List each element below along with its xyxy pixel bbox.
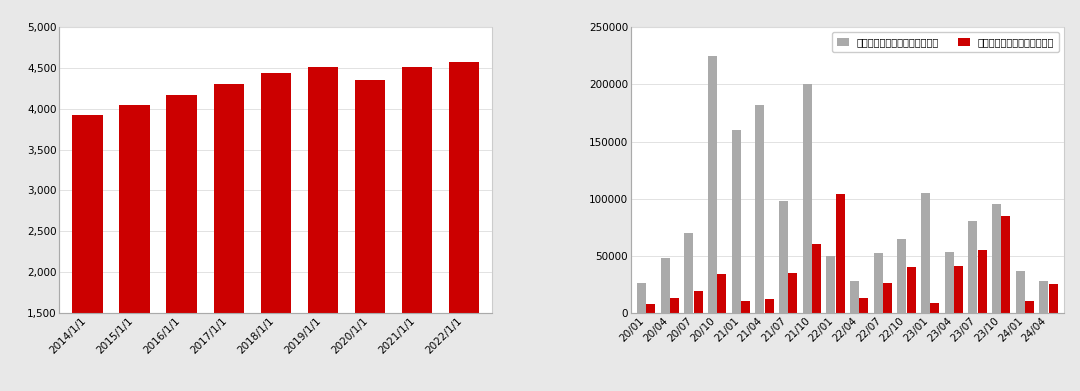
Bar xyxy=(166,95,197,391)
Bar xyxy=(731,130,741,313)
Bar xyxy=(836,194,845,313)
Bar xyxy=(765,299,773,313)
Bar xyxy=(661,258,670,313)
Bar xyxy=(826,256,835,313)
Bar xyxy=(260,73,292,391)
Bar xyxy=(717,274,727,313)
Bar xyxy=(308,67,338,391)
Bar xyxy=(779,201,788,313)
Bar xyxy=(671,298,679,313)
Bar xyxy=(354,81,386,391)
Bar xyxy=(685,233,693,313)
Bar xyxy=(214,84,244,391)
Bar xyxy=(647,304,656,313)
Bar xyxy=(850,281,859,313)
Bar xyxy=(977,250,987,313)
Bar xyxy=(741,301,751,313)
Bar xyxy=(874,253,882,313)
Bar xyxy=(991,204,1001,313)
Bar xyxy=(954,266,963,313)
Bar xyxy=(883,283,892,313)
Bar xyxy=(72,115,103,391)
Bar xyxy=(897,239,906,313)
Bar xyxy=(930,303,940,313)
Bar xyxy=(945,252,954,313)
Bar xyxy=(693,291,703,313)
Bar xyxy=(120,105,150,391)
Bar xyxy=(1025,301,1034,313)
Bar xyxy=(802,84,811,313)
Bar xyxy=(788,273,797,313)
Bar xyxy=(812,244,821,313)
Bar xyxy=(449,62,480,391)
Bar xyxy=(402,67,432,391)
Bar xyxy=(1015,271,1025,313)
Bar xyxy=(637,283,646,313)
Bar xyxy=(1001,216,1010,313)
Bar xyxy=(860,298,868,313)
Bar xyxy=(708,56,717,313)
Legend: 房地产新开工面积累计（万平）, 房地产竺工面积累计（万平）: 房地产新开工面积累计（万平）, 房地产竺工面积累计（万平） xyxy=(833,32,1058,52)
Bar xyxy=(755,105,765,313)
Bar xyxy=(1049,284,1057,313)
Bar xyxy=(969,221,977,313)
Bar xyxy=(907,267,916,313)
Bar xyxy=(1039,281,1049,313)
Bar xyxy=(921,193,930,313)
